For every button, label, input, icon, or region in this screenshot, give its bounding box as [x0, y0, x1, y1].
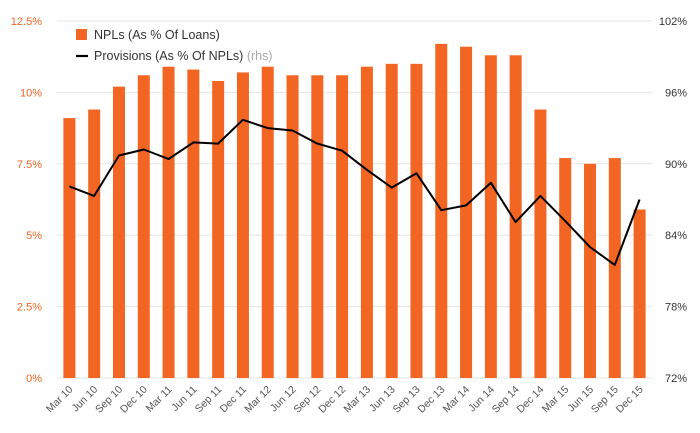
npl-bar — [336, 75, 349, 378]
x-tick-label: Mar 14 — [441, 384, 473, 416]
npl-bar — [509, 55, 522, 378]
y-left-tick-label: 2.5% — [17, 302, 42, 314]
npl-bar — [187, 69, 200, 378]
legend-swatch-npl — [76, 29, 87, 40]
y-left-tick-label: 0% — [26, 373, 42, 385]
x-tick-label: Mar 10 — [44, 384, 76, 416]
npl-bar — [385, 63, 398, 379]
provisions-line — [69, 118, 641, 266]
x-tick-label: Dec 14 — [515, 384, 547, 416]
y-right-tick-label: 78% — [665, 302, 687, 314]
legend-label-rhs: (rhs) — [247, 49, 273, 63]
legend: NPLs (As % Of Loans) Provisions (As % Of… — [76, 28, 273, 63]
x-tick-label: Mar 15 — [540, 384, 572, 416]
x-tick-label: Dec 13 — [415, 384, 447, 416]
npl-bar — [534, 109, 547, 378]
y-left-tick-label: 10% — [20, 87, 42, 99]
x-tick-label: Sep 11 — [193, 384, 225, 416]
y-left-tick-label: 5% — [26, 230, 42, 242]
x-tick-label: Mar 12 — [242, 384, 274, 416]
npl-bar — [410, 63, 423, 379]
x-tick-label: Mar 13 — [341, 384, 373, 416]
legend-label-provisions: Provisions (As % Of NPLs) (rhs) — [94, 49, 273, 63]
y-right-tick-label: 102% — [659, 16, 687, 28]
npl-bar — [311, 75, 324, 378]
x-tick-label: Dec 10 — [118, 384, 150, 416]
x-tick-label: Mar 11 — [144, 384, 175, 415]
x-tick-label: Dec 11 — [218, 384, 250, 416]
legend-label-npl: NPLs (As % Of Loans) — [94, 28, 220, 42]
left-axis: 0% 2.5% 5% 7.5% 10% 12.5% — [11, 16, 42, 385]
y-right-tick-label: 90% — [665, 159, 687, 171]
y-right-tick-label: 96% — [665, 87, 687, 99]
npl-bar — [261, 66, 274, 379]
npl-bar — [633, 209, 646, 378]
npl-bar — [112, 86, 125, 379]
npl-bar — [608, 158, 621, 378]
gridlines — [57, 20, 652, 379]
x-tick-label: Dec 15 — [614, 384, 646, 416]
npl-bars — [63, 43, 646, 379]
y-left-tick-label: 7.5% — [17, 159, 42, 171]
npl-bar — [360, 66, 373, 379]
npl-bar — [162, 66, 175, 379]
npl-bar — [137, 75, 150, 378]
right-axis: 72% 78% 84% 90% 96% 102% — [659, 16, 687, 385]
npl-bar — [286, 75, 299, 378]
npl-bar — [460, 46, 473, 378]
npl-bar — [584, 163, 597, 378]
npl-bar — [212, 80, 225, 378]
provisions-line-layer — [69, 118, 641, 266]
y-right-tick-label: 72% — [665, 373, 687, 385]
y-left-tick-label: 12.5% — [11, 16, 42, 28]
npl-bar — [484, 55, 497, 378]
npl-bar — [63, 118, 76, 378]
npl-bar — [88, 109, 101, 378]
npl-bar — [236, 72, 249, 379]
npl-bar — [559, 158, 572, 378]
y-right-tick-label: 84% — [665, 230, 687, 242]
legend-label-provisions-name: Provisions (As % Of NPLs) — [94, 49, 243, 63]
x-tick-label: Dec 12 — [316, 384, 348, 416]
